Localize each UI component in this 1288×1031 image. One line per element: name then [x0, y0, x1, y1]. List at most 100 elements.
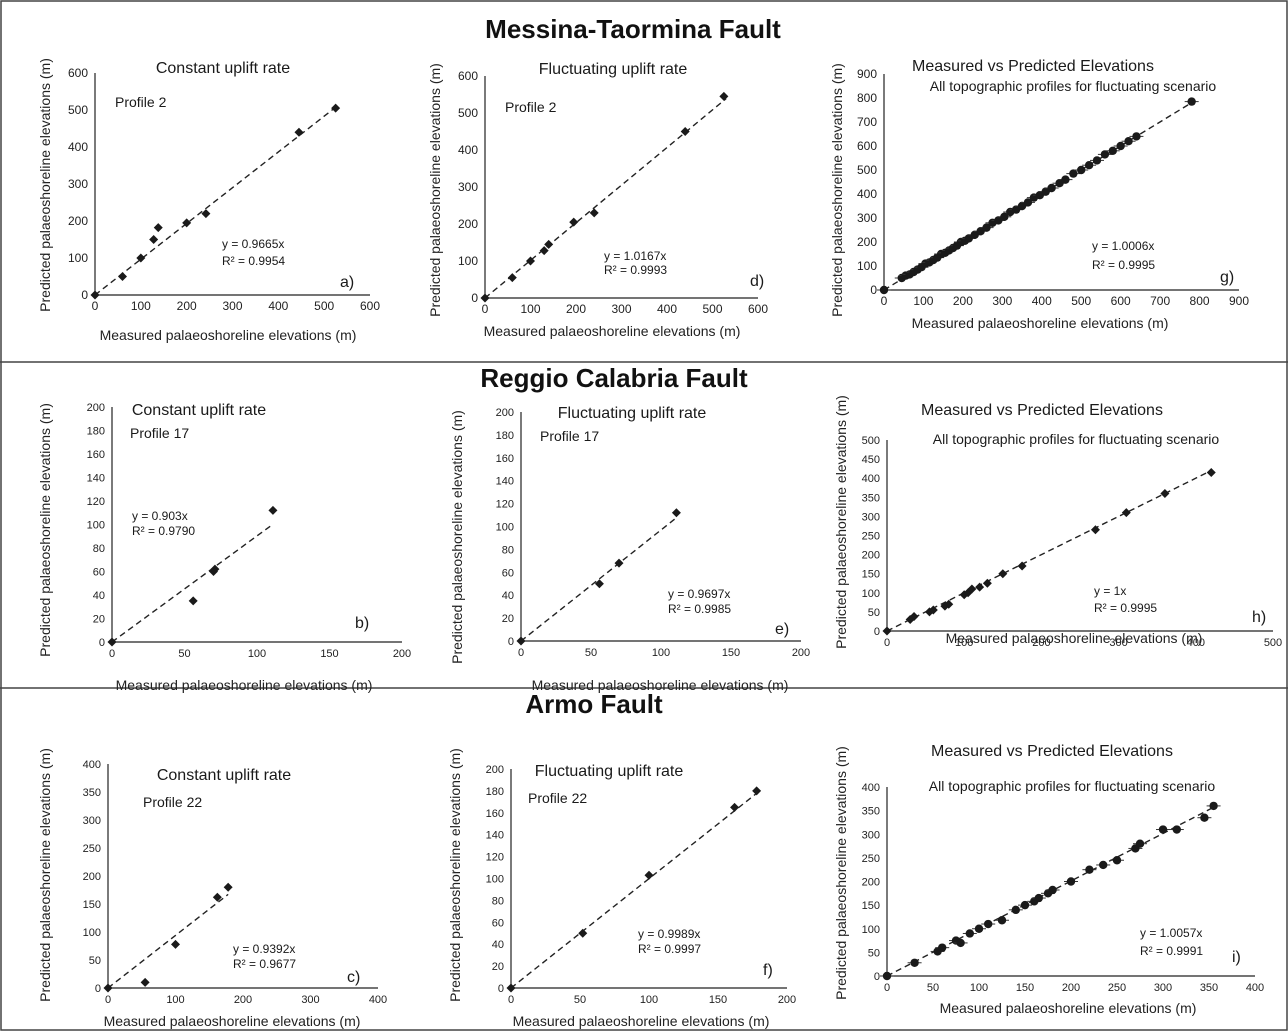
x-tick-label: 600: [748, 302, 768, 316]
trendline: [510, 790, 760, 989]
data-point: [182, 218, 192, 228]
data-point: [1160, 488, 1170, 498]
trendline: [886, 469, 1212, 632]
data-point: [997, 916, 1007, 925]
y-axis-label: Predicted palaeoshoreline elevations (m): [829, 63, 845, 317]
y-axis-label: Predicted palaeoshoreline elevations (m): [833, 746, 849, 1000]
x-axis-label: Measured palaeoshoreline elevations (m): [100, 327, 357, 343]
data-point: [118, 272, 127, 281]
panel-subtitle: All topographic profiles for fluctuating…: [933, 431, 1220, 447]
panel-title: Measured vs Predicted Elevations: [921, 402, 1163, 419]
panels-layer: 0 100 200 300 400 500 6000100200300400500600Me…: [37, 58, 1282, 1029]
y-tick-label: 400: [83, 759, 101, 771]
x-tick-label: 300: [992, 294, 1012, 308]
x-tick-label: 0: [109, 648, 115, 660]
y-tick-label: 100: [458, 254, 478, 268]
r-squared: R² = 0.9995: [1094, 601, 1157, 615]
y-tick-label: 300: [862, 829, 880, 841]
y-tick-label: 200: [486, 764, 504, 776]
profile-label: Profile 22: [143, 794, 202, 810]
x-axis-label: Measured palaeoshoreline elevations (m): [116, 677, 373, 693]
y-tick-label: 400: [862, 782, 880, 794]
trendline: [107, 893, 229, 989]
y-tick-label: 300: [862, 511, 880, 523]
x-tick-label: 300: [1154, 982, 1172, 994]
y-tick-label: 50: [868, 947, 880, 959]
y-tick-label: 20: [93, 614, 105, 626]
data-point: [136, 253, 146, 263]
y-tick-label: 0: [508, 636, 514, 648]
x-tick-label: 150: [722, 647, 740, 659]
y-tick-label: 60: [502, 567, 514, 579]
data-point: [1100, 150, 1110, 159]
data-point: [1034, 893, 1044, 903]
chart-panel-a: 0 100 200 300 400 500 6000100200300400500600Me…: [37, 58, 380, 343]
y-tick-label: 40: [492, 939, 504, 951]
x-tick-label: 100: [970, 982, 988, 994]
y-tick-label: 150: [83, 899, 101, 911]
x-tick-label: 100: [520, 302, 540, 316]
x-tick-label: 50: [178, 648, 190, 660]
y-tick-label: 160: [486, 808, 504, 820]
data-point: [506, 983, 516, 993]
data-point: [1085, 865, 1094, 874]
panel-letter: h): [1252, 609, 1266, 626]
data-point: [982, 223, 991, 232]
data-point: [516, 636, 526, 646]
x-tick-label: 50: [574, 994, 586, 1006]
profile-label: Profile 2: [115, 94, 167, 110]
y-axis-label: Predicted palaeoshoreline elevations (m): [37, 58, 53, 312]
x-tick-label: 200: [234, 994, 252, 1006]
data-point: [1124, 137, 1133, 146]
data-point: [507, 273, 517, 283]
x-tick-label: 500: [1071, 294, 1091, 308]
data-point: [103, 983, 113, 993]
y-tick-label: 500: [862, 435, 880, 447]
x-tick-label: 200: [566, 302, 586, 316]
x-tick-label: 0: [884, 637, 890, 649]
y-tick-label: 100: [83, 927, 101, 939]
x-tick-label: 600: [1111, 294, 1131, 308]
data-point: [1121, 508, 1131, 518]
x-tick-label: 300: [222, 299, 242, 313]
data-point: [719, 91, 729, 101]
chart-panel-b: 0 50 100 150 200 0 20 40 60 80 100 120 140 160 180 200 M…: [37, 402, 411, 693]
panel-letter: i): [1232, 949, 1241, 966]
profile-label: Profile 22: [528, 790, 587, 806]
y-tick-label: 600: [857, 139, 877, 153]
x-tick-label: 800: [1190, 294, 1210, 308]
panel-title: Fluctuating uplift rate: [535, 763, 684, 780]
x-tick-label: 100: [955, 637, 973, 649]
y-tick-label: 600: [458, 69, 478, 83]
section-title-reggio: Reggio Calabria Fault: [480, 363, 748, 393]
trendline: [520, 517, 677, 642]
y-tick-label: 350: [862, 492, 880, 504]
data-point: [1077, 165, 1086, 175]
data-point: [1011, 905, 1020, 915]
fit-equation: y = 1x: [1094, 584, 1126, 598]
y-tick-label: 500: [68, 103, 88, 117]
data-point: [1017, 561, 1027, 571]
y-tick-label: 120: [496, 499, 514, 511]
x-tick-label: 400: [1032, 294, 1052, 308]
x-tick-label: 150: [1016, 982, 1034, 994]
y-tick-label: 0: [99, 637, 105, 649]
data-point: [171, 939, 180, 949]
x-tick-label: 500: [702, 302, 722, 316]
data-point: [569, 217, 579, 227]
y-tick-label: 0: [870, 283, 877, 297]
r-squared: R² = 0.9993: [604, 263, 667, 277]
data-point: [294, 127, 304, 137]
data-point: [1206, 467, 1216, 477]
x-tick-label: 0: [482, 302, 489, 316]
x-axis-label: Measured palaeoshoreline elevations (m): [104, 1013, 361, 1029]
x-axis-label: Measured palaeoshoreline elevations (m): [940, 1000, 1197, 1016]
data-point: [956, 938, 965, 948]
data-point: [578, 928, 588, 938]
data-point: [268, 505, 278, 515]
chart-panel-c: 0 100 200 300 400 0 50 100 150 200 250 300 350 400 Mea…: [37, 748, 387, 1029]
x-axis-label: Measured palaeoshoreline elevations (m): [912, 315, 1169, 331]
y-tick-label: 0: [874, 971, 880, 983]
x-tick-label: 200: [1062, 982, 1080, 994]
x-tick-label: 350: [1200, 982, 1218, 994]
